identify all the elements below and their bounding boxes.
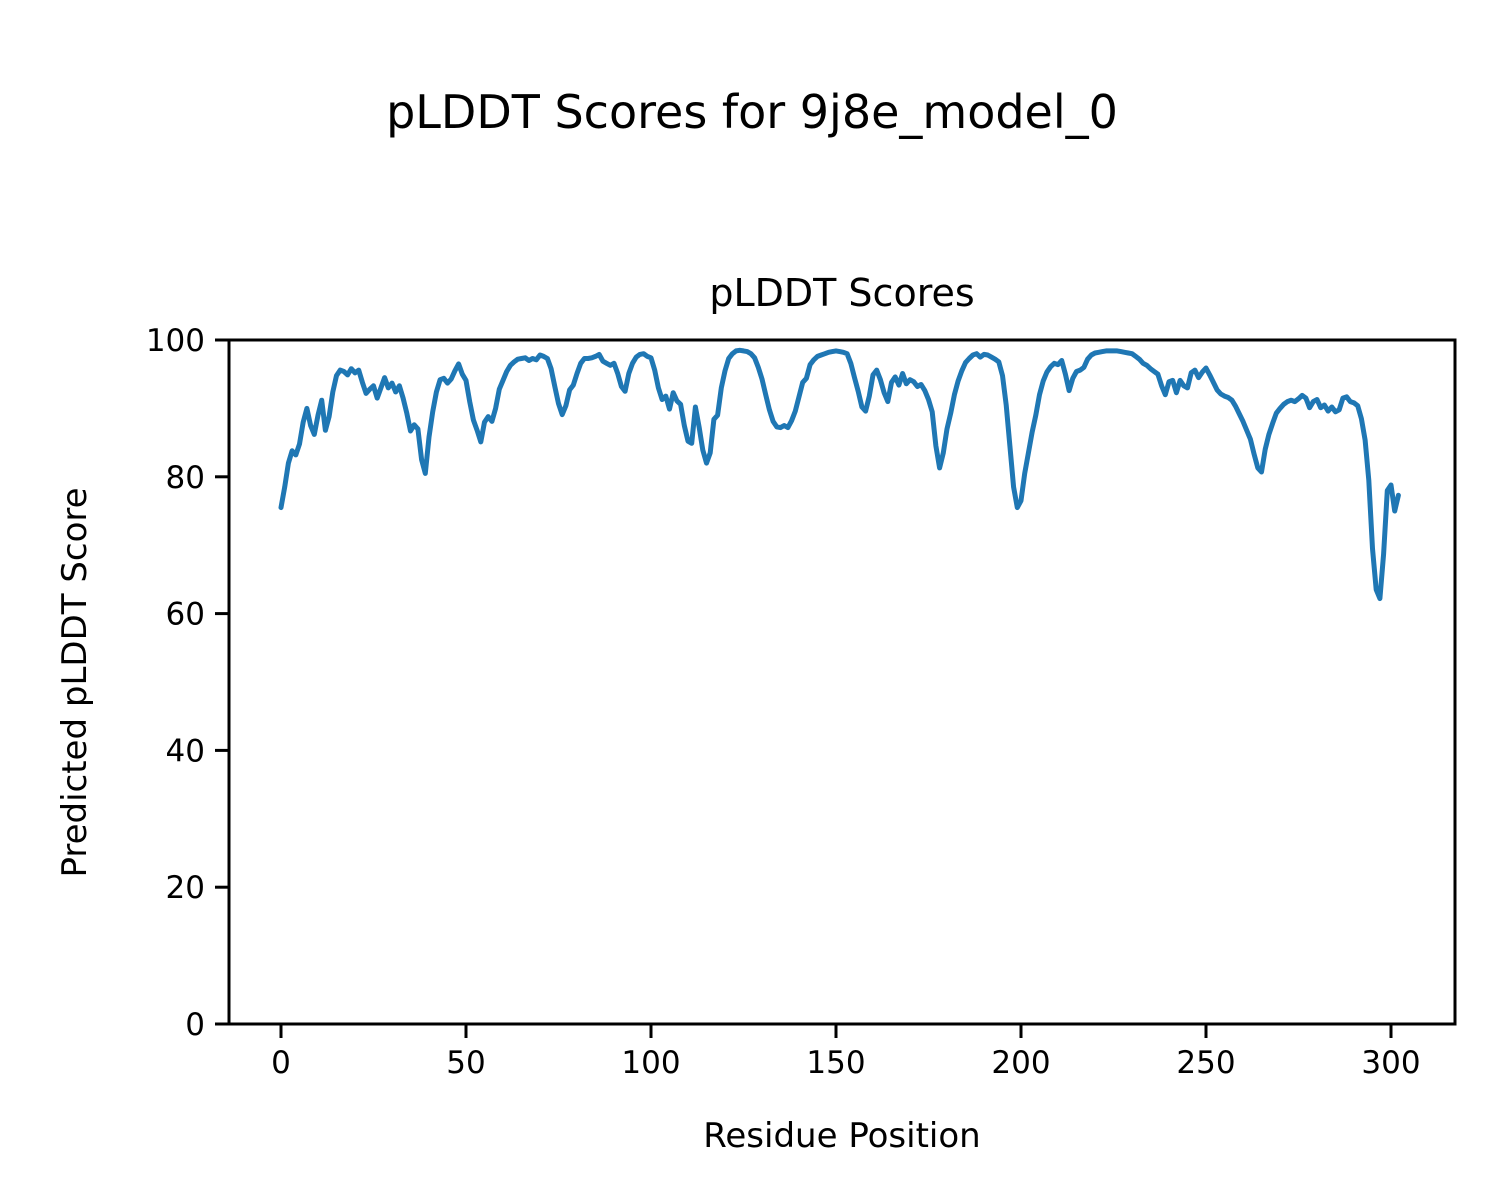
x-axis-label: Residue Position [703,1116,980,1156]
x-tick-label: 0 [271,1045,291,1081]
x-tick-label: 250 [1176,1045,1235,1081]
y-tick-label: 80 [166,460,205,496]
plot-area-spines [227,338,1457,1026]
y-tick-label: 100 [146,323,205,359]
x-tick-label: 50 [446,1045,485,1081]
x-tick-label: 100 [621,1045,680,1081]
axis-ticks: 0 50 100 150 200 250 300 0 20 40 60 80 100 [146,323,1421,1081]
y-tick-label: 0 [185,1007,205,1043]
y-tick-label: 20 [166,870,205,906]
y-axis-label: Predicted pLDDT Score [55,487,95,877]
y-tick-label: 60 [166,597,205,633]
x-tick-label: 150 [806,1045,865,1081]
plddt-line [278,347,1401,602]
x-tick-label: 200 [991,1045,1050,1081]
x-tick-label: 300 [1361,1045,1420,1081]
y-tick-label: 40 [166,733,205,769]
figure-suptitle: pLDDT Scores for 9j8e_model_0 [386,85,1118,139]
axes-title: pLDDT Scores [709,271,974,315]
